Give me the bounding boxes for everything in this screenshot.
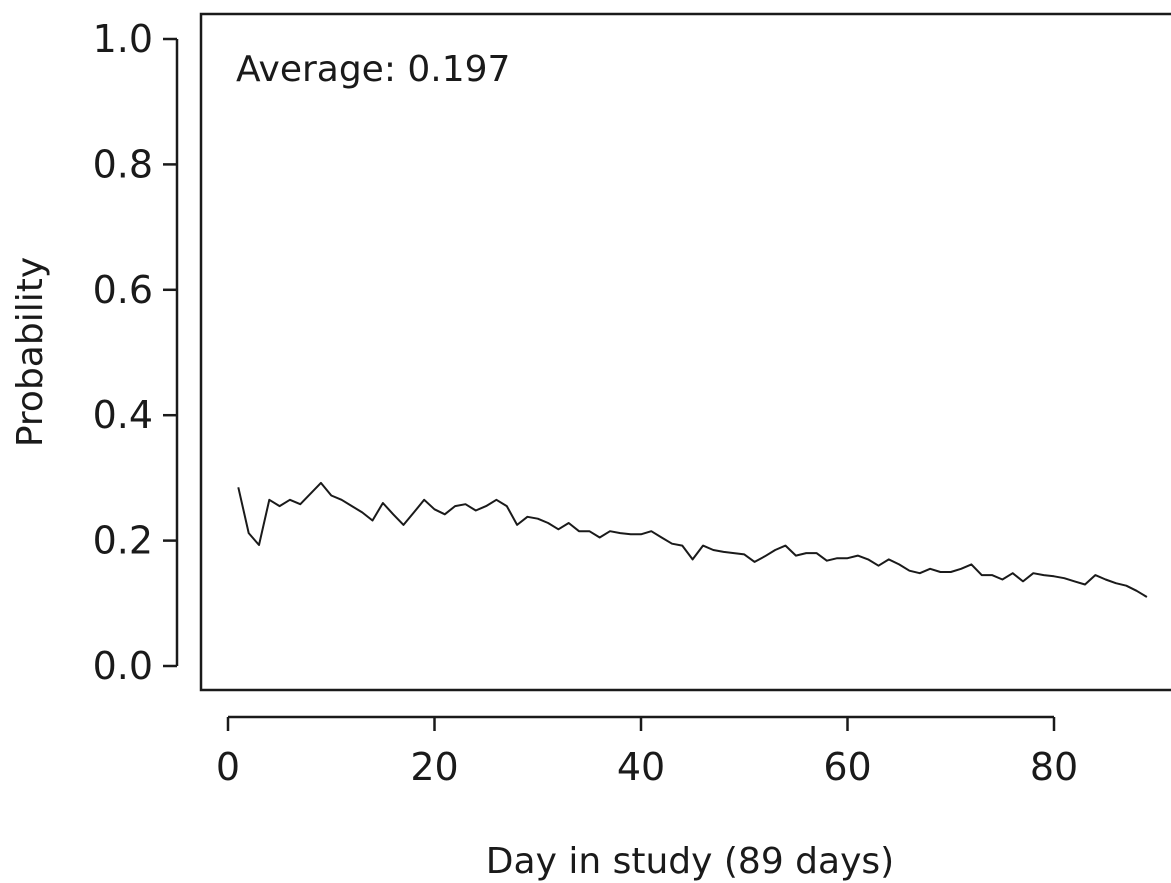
y-tick-label: 0.8 [93,142,153,186]
x-axis-title: Day in study (89 days) [486,841,894,882]
y-tick-label: 0.0 [93,644,153,688]
x-tick-label: 0 [216,745,240,789]
x-tick-label: 40 [617,745,665,789]
y-tick-label: 0.4 [93,393,153,437]
y-tick-label: 0.2 [93,519,153,563]
x-axis-ticks: 0 20 40 60 80 [216,717,1078,789]
y-axis-ticks: 0.0 0.2 0.4 0.6 0.8 1.0 [93,17,177,688]
x-tick-label: 80 [1030,745,1078,789]
average-annotation: Average: 0.197 [236,49,510,90]
y-axis-title: Probability [10,257,51,447]
y-tick-label: 0.6 [93,268,153,312]
series-line [237,481,1148,598]
plot-frame [199,12,1171,692]
x-tick-label: 20 [410,745,458,789]
x-tick-label: 60 [823,745,871,789]
y-tick-label: 1.0 [93,17,153,61]
